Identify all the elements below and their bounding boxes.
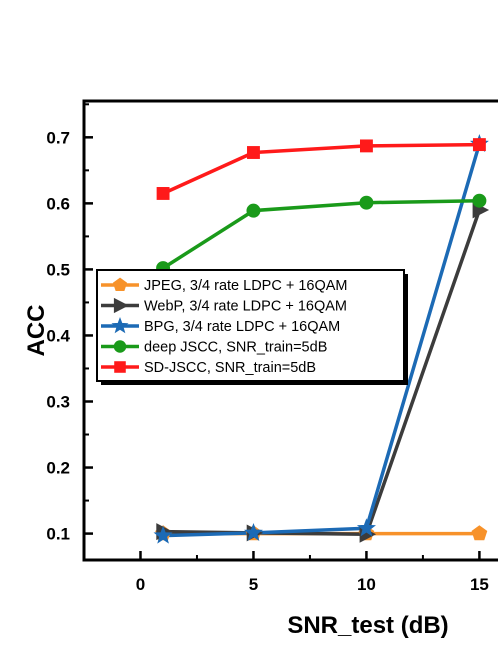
series-3-point bbox=[359, 195, 374, 210]
plot-frame bbox=[82, 99, 498, 562]
series-2-point bbox=[356, 518, 376, 537]
legend-label: SD-JSCC, SNR_train=5dB bbox=[144, 360, 316, 376]
series-3-point bbox=[246, 203, 261, 218]
y-tick-label: 0.2 bbox=[46, 459, 70, 478]
series-line-3 bbox=[162, 198, 480, 270]
series-2-point bbox=[243, 523, 263, 541]
series-4-point bbox=[156, 187, 170, 200]
legend-box bbox=[96, 269, 405, 382]
y-tick-label: 0.6 bbox=[46, 194, 70, 213]
y-axis: 0.1 0.2 0.3 0.4 0.5 0.6 0.7 bbox=[46, 103, 93, 544]
legend-label: WebP, 3/4 rate LDPC + 16QAM bbox=[144, 299, 347, 315]
x-tick-label: 5 bbox=[249, 575, 258, 594]
y-tick-label: 0.4 bbox=[46, 326, 70, 345]
legend-marker bbox=[114, 361, 126, 373]
series-4-point bbox=[247, 146, 260, 159]
series-line-4 bbox=[162, 142, 480, 196]
y-axis-title: ACC bbox=[23, 305, 50, 357]
x-tick-label: 0 bbox=[136, 575, 145, 594]
legend: JPEG, 3/4 rate LDPC + 16QAM WebP, 3/4 rat… bbox=[96, 269, 408, 385]
series-line-1 bbox=[163, 209, 482, 536]
legend-label: deep JSCC, SNR_train=5dB bbox=[144, 340, 327, 356]
x-axis-title: SNR_test (dB) bbox=[287, 612, 448, 639]
y-tick-label: 0.5 bbox=[46, 260, 70, 279]
legend-marker bbox=[111, 316, 129, 334]
y-tick-label: 0.3 bbox=[46, 392, 70, 411]
series-line-2 bbox=[163, 143, 482, 538]
series-4-point bbox=[359, 139, 373, 153]
legend-label: BPG, 3/4 rate LDPC + 16QAM bbox=[144, 319, 340, 335]
series-0-point bbox=[471, 525, 488, 541]
x-tick-label: 15 bbox=[470, 575, 489, 594]
x-tick-label: 10 bbox=[357, 575, 376, 594]
legend-marker bbox=[113, 340, 127, 353]
series-2-point bbox=[153, 525, 173, 544]
legend-label: JPEG, 3/4 rate LDPC + 16QAM bbox=[144, 278, 348, 294]
x-axis: 0 5 10 15 bbox=[136, 551, 489, 594]
y-tick-label: 0.1 bbox=[46, 525, 70, 544]
plot-lines bbox=[162, 142, 482, 538]
y-tick-label: 0.7 bbox=[46, 128, 70, 147]
legend-marker bbox=[112, 277, 128, 291]
legend-marker bbox=[113, 297, 129, 314]
series-3-point bbox=[472, 193, 487, 208]
plot-markers bbox=[153, 133, 490, 544]
series-4-point bbox=[472, 138, 486, 152]
